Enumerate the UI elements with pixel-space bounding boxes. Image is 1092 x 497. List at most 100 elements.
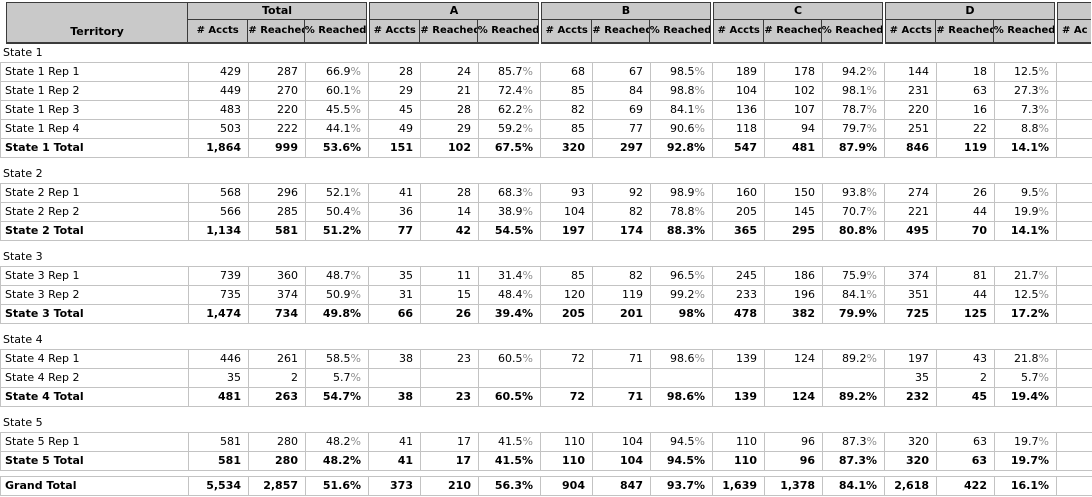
value-cell[interactable]: 2,857 <box>249 477 306 496</box>
value-cell[interactable]: 19.4% <box>995 388 1057 407</box>
value-cell[interactable]: 102 <box>765 82 823 101</box>
group-label-c[interactable]: C <box>714 3 882 20</box>
value-cell[interactable]: 60.5% <box>479 388 541 407</box>
subheader-accts[interactable]: # Accts <box>886 20 935 42</box>
value-cell[interactable]: 41.5% <box>479 452 541 471</box>
value-cell[interactable]: 231 <box>885 82 937 101</box>
value-cell[interactable]: 26 <box>937 184 995 203</box>
value-cell[interactable]: 104 <box>593 452 651 471</box>
value-cell[interactable]: 69 <box>593 101 651 120</box>
value-cell[interactable]: 8.8% <box>995 120 1057 139</box>
value-cell[interactable]: 27.3% <box>995 82 1057 101</box>
value-cell[interactable]: 139 <box>713 388 765 407</box>
group-label-total[interactable]: Total <box>188 3 366 20</box>
value-cell[interactable]: 41.5% <box>479 433 541 452</box>
value-cell[interactable]: 374 <box>249 286 306 305</box>
partial-cell[interactable] <box>1057 369 1092 388</box>
territory-cell[interactable]: State 4 Rep 2 <box>1 369 189 388</box>
subheader-pct-reached[interactable]: % Reached <box>649 20 710 42</box>
value-cell[interactable]: 261 <box>249 350 306 369</box>
section-label[interactable]: State 1 <box>3 46 1092 59</box>
value-cell[interactable]: 96 <box>765 452 823 471</box>
value-cell[interactable]: 67.5% <box>479 139 541 158</box>
value-cell[interactable]: 2 <box>249 369 306 388</box>
value-cell[interactable]: 495 <box>885 222 937 241</box>
subheader-pct-reached[interactable]: % Reached <box>477 20 538 42</box>
value-cell[interactable]: 568 <box>189 184 249 203</box>
value-cell[interactable]: 160 <box>713 184 765 203</box>
value-cell[interactable]: 285 <box>249 203 306 222</box>
value-cell[interactable]: 41 <box>369 433 421 452</box>
partial-cell[interactable] <box>1057 184 1092 203</box>
value-cell[interactable]: 201 <box>593 305 651 324</box>
value-cell[interactable]: 1,639 <box>713 477 765 496</box>
value-cell[interactable]: 43 <box>937 350 995 369</box>
value-cell[interactable]: 1,474 <box>189 305 249 324</box>
value-cell[interactable]: 846 <box>885 139 937 158</box>
value-cell[interactable]: 17 <box>421 433 479 452</box>
value-cell[interactable]: 63 <box>937 82 995 101</box>
territory-cell[interactable]: State 2 Rep 1 <box>1 184 189 203</box>
value-cell[interactable]: 118 <box>713 120 765 139</box>
territory-column-header[interactable]: Territory <box>6 2 188 44</box>
value-cell[interactable]: 53.6% <box>306 139 369 158</box>
value-cell[interactable]: 12.5% <box>995 63 1057 82</box>
value-cell[interactable]: 51.2% <box>306 222 369 241</box>
value-cell[interactable]: 360 <box>249 267 306 286</box>
value-cell[interactable]: 71 <box>593 350 651 369</box>
value-cell[interactable]: 581 <box>249 222 306 241</box>
value-cell[interactable]: 16 <box>937 101 995 120</box>
value-cell[interactable]: 48.2% <box>306 433 369 452</box>
value-cell[interactable]: 98.5% <box>651 63 713 82</box>
value-cell[interactable]: 48.2% <box>306 452 369 471</box>
value-cell[interactable]: 245 <box>713 267 765 286</box>
territory-cell[interactable]: State 2 Total <box>1 222 189 241</box>
value-cell[interactable]: 221 <box>885 203 937 222</box>
value-cell[interactable]: 735 <box>189 286 249 305</box>
section-label[interactable]: State 3 <box>3 250 1092 263</box>
value-cell[interactable]: 373 <box>369 477 421 496</box>
value-cell[interactable]: 251 <box>885 120 937 139</box>
value-cell[interactable]: 93.8% <box>823 184 885 203</box>
value-cell[interactable]: 31.4% <box>479 267 541 286</box>
value-cell[interactable]: 503 <box>189 120 249 139</box>
value-cell[interactable]: 374 <box>885 267 937 286</box>
value-cell[interactable]: 80.8% <box>823 222 885 241</box>
value-cell[interactable]: 566 <box>189 203 249 222</box>
value-cell[interactable]: 90.6% <box>651 120 713 139</box>
group-label-d[interactable]: D <box>886 3 1054 20</box>
group-label-a[interactable]: A <box>370 3 538 20</box>
partial-cell[interactable] <box>1057 350 1092 369</box>
value-cell[interactable]: 59.2% <box>479 120 541 139</box>
value-cell[interactable]: 82 <box>593 203 651 222</box>
value-cell[interactable]: 98% <box>651 305 713 324</box>
value-cell[interactable]: 94.5% <box>651 452 713 471</box>
partial-cell[interactable] <box>1057 63 1092 82</box>
value-cell[interactable]: 79.7% <box>823 120 885 139</box>
value-cell[interactable]: 174 <box>593 222 651 241</box>
value-cell[interactable]: 54.5% <box>479 222 541 241</box>
value-cell[interactable]: 186 <box>765 267 823 286</box>
value-cell[interactable]: 21.8% <box>995 350 1057 369</box>
value-cell[interactable]: 50.4% <box>306 203 369 222</box>
value-cell[interactable]: 19.7% <box>995 433 1057 452</box>
value-cell[interactable]: 296 <box>249 184 306 203</box>
value-cell[interactable] <box>421 369 479 388</box>
territory-cell[interactable]: State 4 Total <box>1 388 189 407</box>
value-cell[interactable]: 87.9% <box>823 139 885 158</box>
value-cell[interactable]: 23 <box>421 350 479 369</box>
value-cell[interactable]: 92.8% <box>651 139 713 158</box>
value-cell[interactable]: 44 <box>937 286 995 305</box>
value-cell[interactable]: 94.5% <box>651 433 713 452</box>
value-cell[interactable]: 22 <box>937 120 995 139</box>
partial-cell[interactable] <box>1057 433 1092 452</box>
value-cell[interactable]: 84 <box>593 82 651 101</box>
value-cell[interactable]: 66.9% <box>306 63 369 82</box>
value-cell[interactable]: 36 <box>369 203 421 222</box>
section-label[interactable]: State 5 <box>3 416 1092 429</box>
value-cell[interactable]: 98.6% <box>651 388 713 407</box>
value-cell[interactable]: 104 <box>593 433 651 452</box>
subheader-accts[interactable]: # Accts <box>188 20 247 42</box>
value-cell[interactable]: 78.7% <box>823 101 885 120</box>
value-cell[interactable]: 7.3% <box>995 101 1057 120</box>
